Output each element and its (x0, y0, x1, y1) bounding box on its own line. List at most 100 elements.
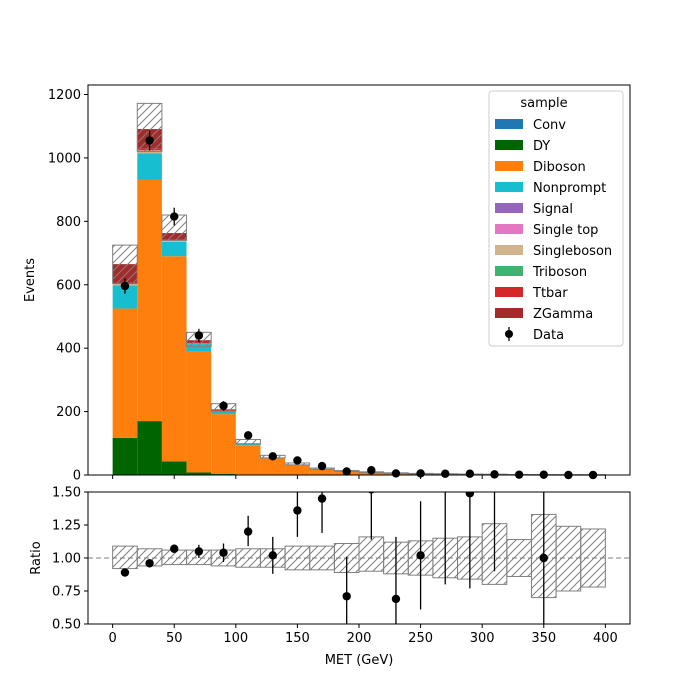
ratio-uncertainty-band (112, 513, 606, 599)
data-point (367, 466, 376, 475)
ratio-point (170, 544, 179, 553)
ratio-x-tick-label: 200 (347, 631, 372, 646)
ratio-x-tick-label: 50 (166, 631, 183, 646)
main-y-axis-label: Events (23, 258, 38, 302)
ratio-point (293, 506, 302, 515)
y-tick-label: 200 (56, 405, 81, 420)
legend-label: Singleboson (533, 244, 612, 259)
bar-nonprompt (161, 241, 187, 257)
legend-item-diboson: Diboson (495, 160, 586, 175)
y-tick-label: 1200 (48, 88, 81, 103)
ratio-point (120, 568, 130, 577)
y-tick-label: 600 (56, 278, 81, 293)
legend-title: sample (520, 96, 567, 111)
y-tick-label: 400 (56, 342, 81, 357)
legend-swatch (495, 203, 523, 213)
ratio-point (194, 547, 204, 556)
bar-singleboson (161, 240, 187, 242)
legend-swatch (495, 266, 523, 276)
ratio-x-tick-label: 250 (408, 631, 433, 646)
bar-dy (112, 437, 138, 475)
data-point (342, 467, 351, 476)
data-point (317, 461, 327, 471)
legend-item-single-top: Single top (495, 223, 598, 238)
data-point (465, 469, 475, 478)
ratio-panel: 0.50 0.75 1.00 1.25 1.50 0 50 100 150 200 250 300 3… (29, 486, 631, 668)
data-point (490, 470, 499, 479)
data-point (416, 469, 425, 478)
ratio-x-axis-ticks: 0 50 100 150 200 250 300 350 400 (108, 624, 618, 646)
ratio-point (317, 494, 327, 503)
ratio-points (120, 492, 548, 624)
ratio-x-tick-label: 0 (108, 631, 116, 646)
ratio-point (145, 559, 154, 568)
stack-series-nonprompt (112, 153, 335, 470)
y-tick-label: 800 (56, 215, 81, 230)
legend-label: Data (533, 328, 564, 343)
data-point (145, 136, 154, 145)
bar-diboson (309, 469, 335, 475)
main-histogram-plot-area (112, 102, 606, 480)
bar-dy (161, 461, 187, 475)
legend-item-conv: Conv (495, 118, 566, 133)
bar-dy (137, 421, 162, 475)
legend-swatch (495, 287, 523, 297)
ratio-x-tick-label: 350 (531, 631, 556, 646)
bar-nonprompt (211, 411, 236, 415)
ratio-uncertainty-bin (506, 539, 532, 577)
data-point (120, 281, 130, 291)
legend-item-zgamma: ZGamma (495, 307, 593, 322)
ratio-y-axis-label: Ratio (29, 541, 44, 574)
legend-item-data: Data (505, 327, 564, 343)
ratio-y-tick-label: 1.00 (52, 552, 81, 567)
ratio-point (391, 594, 401, 604)
ratio-y-tick-label: 1.25 (52, 519, 81, 534)
legend-item-ttbar: Ttbar (495, 286, 568, 301)
ratio-point (539, 553, 548, 563)
legend-swatch (495, 182, 523, 192)
legend-item-singleboson: Singleboson (495, 244, 612, 259)
uncertainty-bin (235, 438, 261, 445)
legend-swatch (495, 224, 523, 234)
stack-series-dy (112, 421, 261, 475)
ratio-point (243, 527, 253, 536)
data-point (219, 401, 228, 411)
ratio-y-tick-label: 0.50 (52, 618, 81, 633)
legend-items: Conv DY Diboson Nonprompt Signal Single top Si… (495, 118, 612, 343)
ratio-point (219, 548, 228, 557)
ratio-uncertainty-bin (112, 545, 138, 570)
ratio-point (342, 592, 351, 601)
bar-dy (186, 472, 212, 475)
legend-label: Nonprompt (533, 181, 606, 196)
data-point (441, 469, 450, 478)
bar-diboson (235, 445, 261, 475)
legend-label: Single top (533, 223, 598, 238)
legend-label: ZGamma (533, 307, 593, 322)
bar-diboson (161, 256, 187, 462)
data-point (243, 431, 253, 440)
x-axis-label: MET (GeV) (325, 653, 394, 668)
legend-label: DY (533, 139, 550, 154)
ratio-point (416, 551, 425, 560)
legend-item-nonprompt: Nonprompt (495, 181, 606, 196)
legend-swatch (495, 119, 523, 129)
legend-item-dy: DY (495, 139, 550, 154)
uncertainty-bin (112, 244, 138, 284)
y-tick-label: 0 (73, 469, 81, 484)
stack-series-diboson (112, 179, 606, 475)
ratio-uncertainty-bin (555, 525, 582, 592)
legend: sample Conv DY Diboson Nonprompt Signal Singl… (488, 90, 624, 347)
ratio-clipped-content (88, 492, 630, 624)
ratio-y-tick-label: 1.50 (52, 486, 81, 501)
bar-diboson (260, 458, 286, 475)
bar-diboson (285, 464, 310, 475)
main-y-axis-ticks: 0 200 400 600 800 1000 1200 (48, 88, 88, 484)
bar-diboson (112, 308, 138, 438)
legend-label: Ttbar (532, 286, 568, 301)
main-x-axis-ticks (112, 475, 606, 479)
bar-nonprompt (235, 443, 261, 446)
data-point (293, 456, 302, 465)
ratio-x-tick-label: 150 (285, 631, 310, 646)
legend-item-signal: Signal (495, 202, 573, 217)
